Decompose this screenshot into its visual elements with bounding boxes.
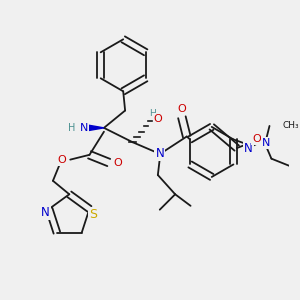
Text: N: N — [262, 138, 270, 148]
Text: N: N — [80, 123, 88, 133]
Polygon shape — [82, 124, 104, 132]
Text: O: O — [178, 103, 186, 114]
Text: O: O — [154, 114, 162, 124]
Text: N: N — [244, 142, 253, 154]
Text: H: H — [149, 109, 155, 118]
Text: N: N — [41, 206, 50, 219]
Text: N: N — [155, 147, 164, 160]
Text: O: O — [252, 134, 261, 144]
Text: S: S — [89, 208, 97, 221]
Text: H: H — [68, 123, 75, 133]
Text: O: O — [57, 154, 66, 165]
Text: CH₃: CH₃ — [283, 122, 300, 130]
Text: O: O — [113, 158, 122, 167]
